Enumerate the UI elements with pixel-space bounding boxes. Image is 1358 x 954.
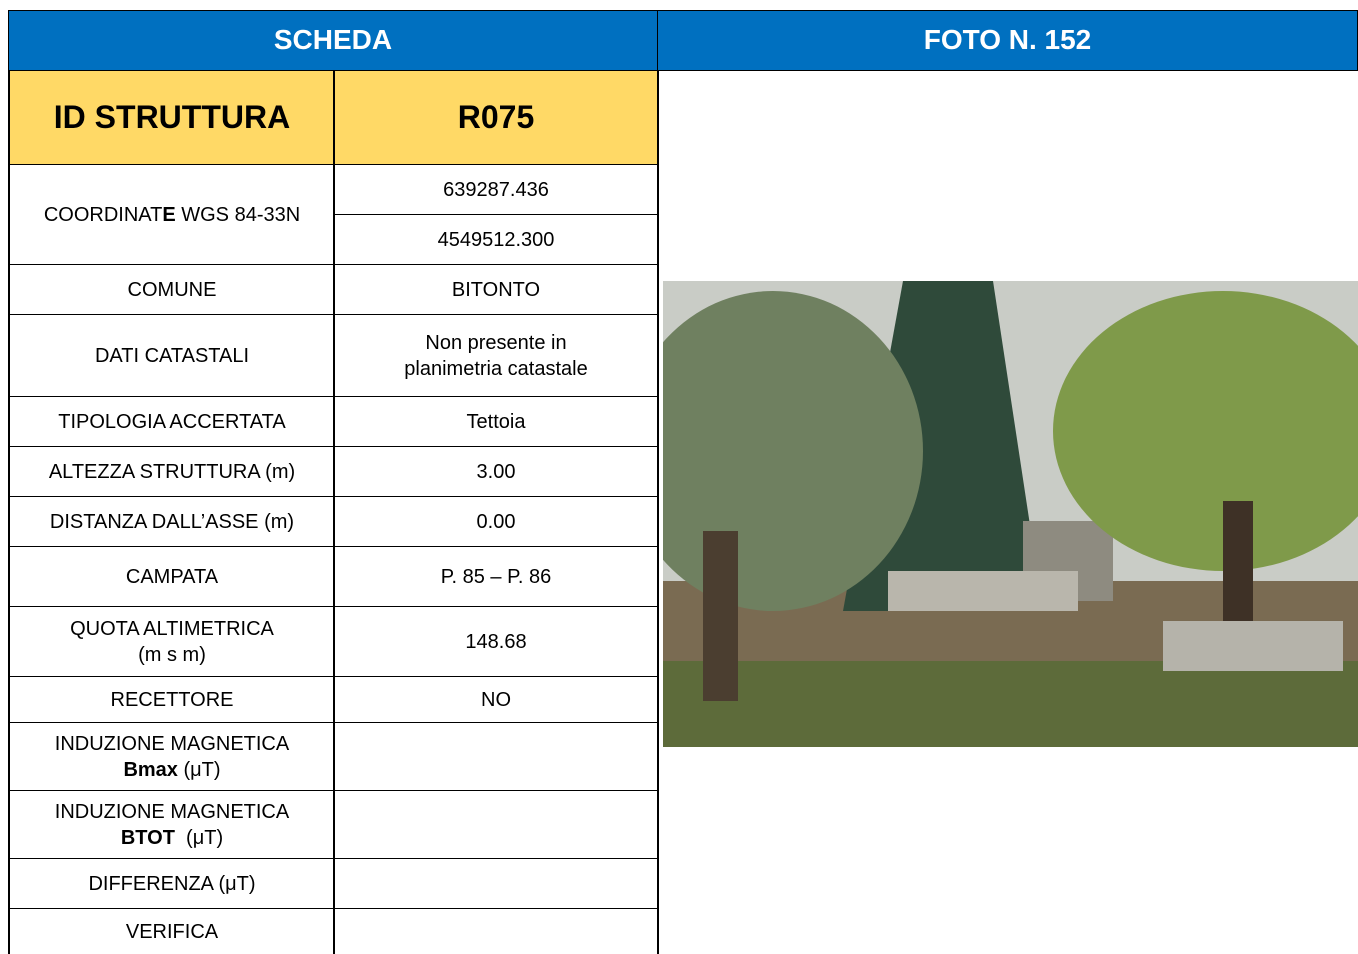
text-line: 0.00 bbox=[477, 509, 516, 535]
almond-tree bbox=[1053, 291, 1358, 571]
text: COMUNE bbox=[127, 278, 217, 301]
text: DATI CATASTALI bbox=[94, 344, 250, 367]
text: 0.00 bbox=[476, 510, 516, 533]
stones bbox=[1163, 621, 1343, 671]
text-line: VERIFICA bbox=[126, 919, 218, 945]
text-line: NO bbox=[481, 687, 511, 713]
label-cell: ALTEZZA STRUTTURA (m) bbox=[8, 446, 334, 496]
label-cell: CAMPATA bbox=[8, 546, 334, 606]
text-line: Bmax (μT) bbox=[123, 757, 220, 783]
text: INDUZIONE MAGNETICA bbox=[54, 800, 290, 823]
value-cell: Non presente in planimetria catastale bbox=[333, 314, 659, 396]
text: COORDINAT bbox=[43, 203, 163, 226]
label-cell: DISTANZA DALL’ASSE (m) bbox=[8, 496, 334, 546]
text-line: TIPOLOGIA ACCERTATA bbox=[58, 409, 285, 435]
value-cell: BITONTO bbox=[333, 264, 659, 314]
table bbox=[888, 571, 1078, 611]
value-cell bbox=[333, 858, 659, 908]
text: ALTEZZA STRUTTURA (m) bbox=[48, 460, 296, 483]
value-cell bbox=[333, 790, 659, 858]
text: 148.68 bbox=[465, 630, 527, 653]
id-label: ID STRUTTURA bbox=[53, 99, 291, 136]
text-line: ALTEZZA STRUTTURA (m) bbox=[49, 459, 295, 485]
label-cell: DATI CATASTALI bbox=[8, 314, 334, 396]
text: RECETTORE bbox=[110, 688, 234, 711]
label-cell: VERIFICA bbox=[8, 908, 334, 954]
text-line: INDUZIONE MAGNETICA bbox=[55, 799, 289, 825]
text: VERIFICA bbox=[125, 920, 219, 943]
text-line: CAMPATA bbox=[126, 564, 218, 590]
value-cell: P. 85 – P. 86 bbox=[333, 546, 659, 606]
id-value-cell: R075 bbox=[333, 70, 659, 165]
label-cell: INDUZIONE MAGNETICA BTOT (μT) bbox=[8, 790, 334, 858]
label-cell: QUOTA ALTIMETRICA (m s m) bbox=[8, 606, 334, 676]
text: NO bbox=[481, 688, 511, 711]
label-cell: RECETTORE bbox=[8, 676, 334, 722]
text-line: INDUZIONE MAGNETICA bbox=[55, 731, 289, 757]
value-cell: 148.68 bbox=[333, 606, 659, 676]
text: E bbox=[162, 203, 176, 226]
text: (μT) bbox=[174, 826, 224, 849]
trunk bbox=[703, 531, 738, 701]
text: DISTANZA DALL’ASSE (m) bbox=[49, 510, 295, 533]
value-cell bbox=[333, 722, 659, 790]
text-line: RECETTORE bbox=[111, 687, 234, 713]
text: BITONTO bbox=[451, 278, 541, 301]
text: CAMPATA bbox=[125, 565, 219, 588]
label-cell: DIFFERENZA (μT) bbox=[8, 858, 334, 908]
text: TIPOLOGIA ACCERTATA bbox=[58, 410, 286, 433]
value-cell bbox=[333, 908, 659, 954]
text-line: COORDINATE WGS 84-33N bbox=[44, 202, 300, 228]
photo bbox=[663, 281, 1358, 747]
text: INDUZIONE MAGNETICA bbox=[54, 732, 290, 755]
text-line: Tettoia bbox=[467, 409, 526, 435]
text-line: 148.68 bbox=[465, 629, 526, 655]
value-cell: 4549512.300 bbox=[333, 214, 659, 264]
label-cell: COMUNE bbox=[8, 264, 334, 314]
text-line: P. 85 – P. 86 bbox=[441, 564, 551, 590]
header-right: FOTO N. 152 bbox=[657, 10, 1358, 71]
text: (μT) bbox=[177, 758, 221, 781]
value-cell: NO bbox=[333, 676, 659, 722]
text: BTOT bbox=[120, 826, 175, 849]
text-line: planimetria catastale bbox=[404, 356, 587, 382]
id-label-cell: ID STRUTTURA bbox=[8, 70, 334, 165]
value-cell: 3.00 bbox=[333, 446, 659, 496]
text-line: Non presente in bbox=[425, 330, 566, 356]
text-line: (m s m) bbox=[138, 642, 206, 668]
text-line: DIFFERENZA (μT) bbox=[88, 871, 255, 897]
olive-tree bbox=[663, 291, 923, 611]
value-cell: 0.00 bbox=[333, 496, 659, 546]
value: 4549512.300 bbox=[437, 228, 555, 251]
text: DIFFERENZA (μT) bbox=[88, 872, 256, 895]
label-cell: COORDINATE WGS 84-33N bbox=[8, 164, 334, 264]
header-text: SCHEDA bbox=[273, 24, 393, 56]
text-line: QUOTA ALTIMETRICA bbox=[70, 616, 274, 642]
grass bbox=[663, 661, 1358, 747]
value-cell: 639287.436 bbox=[333, 164, 659, 214]
text: P. 85 – P. 86 bbox=[440, 565, 552, 588]
text: QUOTA ALTIMETRICA bbox=[70, 617, 274, 640]
text: Non presente in bbox=[425, 331, 567, 354]
text: (m s m) bbox=[138, 643, 206, 666]
value-cell: Tettoia bbox=[333, 396, 659, 446]
text: Bmax bbox=[123, 758, 178, 781]
text: planimetria catastale bbox=[404, 357, 588, 380]
text-line: DISTANZA DALL’ASSE (m) bbox=[50, 509, 294, 535]
id-value: R075 bbox=[457, 99, 535, 136]
value: 639287.436 bbox=[443, 178, 549, 201]
label-cell: TIPOLOGIA ACCERTATA bbox=[8, 396, 334, 446]
text-line: COMUNE bbox=[128, 277, 217, 303]
text-line: BTOT (μT) bbox=[121, 825, 223, 851]
text: 3.00 bbox=[476, 460, 516, 483]
text-line: DATI CATASTALI bbox=[95, 343, 249, 369]
header-text: FOTO N. 152 bbox=[923, 24, 1092, 56]
label-cell: INDUZIONE MAGNETICA Bmax (μT) bbox=[8, 722, 334, 790]
text: Tettoia bbox=[466, 410, 526, 433]
header-left: SCHEDA bbox=[8, 10, 658, 71]
text-line: 3.00 bbox=[477, 459, 516, 485]
text-line: BITONTO bbox=[452, 277, 540, 303]
text: WGS 84-33N bbox=[175, 203, 301, 226]
